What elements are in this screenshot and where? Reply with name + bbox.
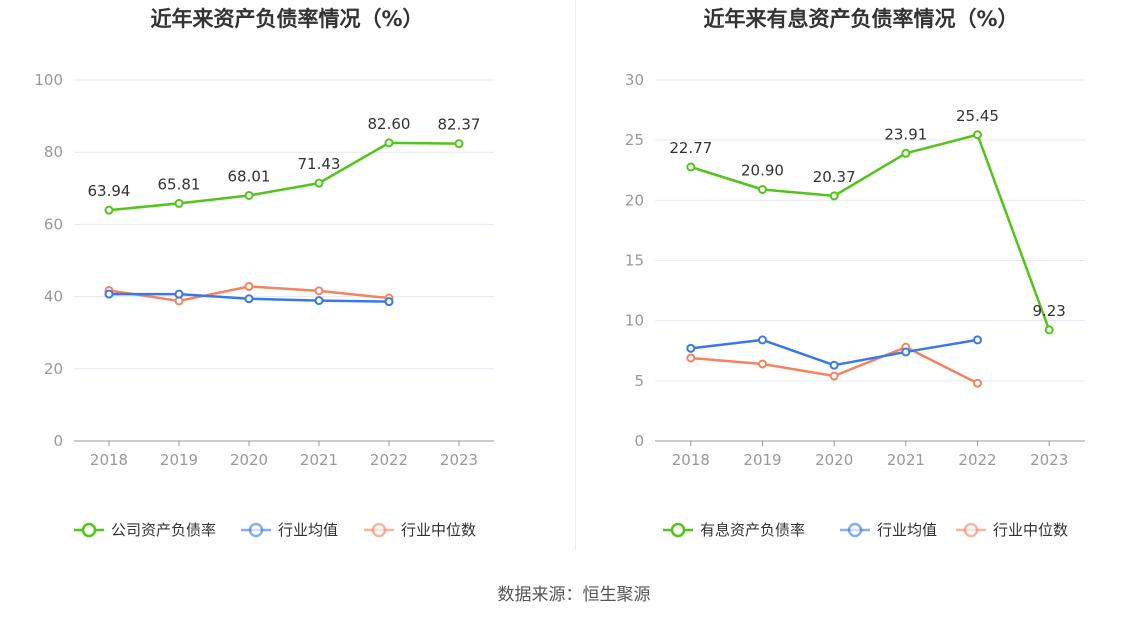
data-point: [244, 281, 254, 291]
data-label: 82.60: [368, 115, 411, 133]
y-tick-label: 80: [44, 143, 63, 161]
legend-label: 行业中位数: [993, 521, 1068, 539]
data-point: [314, 178, 324, 188]
y-tick-label: 100: [34, 71, 63, 89]
legend-marker: [81, 522, 97, 538]
legend-item: 行业中位数: [364, 521, 476, 539]
data-point: [973, 378, 982, 388]
data-point: [384, 297, 394, 307]
data-label: 71.43: [298, 155, 341, 173]
chart-debt-ratio: 0 20 40 60 80 100 2018 2019 2020 2021 2022 2023 63.9…: [34, 71, 494, 539]
data-point: [314, 286, 324, 296]
chart-panel-interest-debt-ratio: 近年来有息资产负债率情况（%） 0 5 10 15 20 25 30 2018 2019 2020…: [574, 0, 1148, 560]
chart-title: 近年来资产负债率情况（%）: [150, 7, 424, 31]
legend-item: 公司资产负债率: [74, 521, 216, 539]
series-line: [108, 141, 460, 212]
data-point: [973, 130, 982, 140]
legend-item: 行业中位数: [956, 521, 1068, 539]
legend-label: 行业均值: [877, 521, 937, 539]
y-tick-label: 20: [44, 360, 63, 378]
data-point: [829, 371, 839, 381]
data-point: [758, 335, 767, 345]
legend-label: 行业均值: [278, 521, 338, 539]
y-tick-label: 25: [625, 131, 644, 149]
data-point: [244, 190, 254, 200]
data-label: 9.23: [1032, 302, 1065, 320]
data-point: [174, 289, 184, 299]
legend-label: 有息资产负债率: [700, 521, 805, 539]
x-tick-label: 2023: [1030, 451, 1068, 469]
data-label: 20.37: [813, 168, 856, 186]
data-point: [104, 289, 114, 299]
chart-panel-debt-ratio: 近年来资产负债率情况（%） 0 20 40 60 80 100 2018 2019 2020 20…: [0, 0, 574, 560]
data-label: 23.91: [884, 125, 927, 143]
data-label: 82.37: [438, 116, 481, 134]
legend-marker: [371, 522, 387, 538]
data-point: [384, 138, 394, 148]
y-tick-label: 15: [625, 252, 644, 270]
legend-marker: [670, 522, 686, 538]
y-tick-label: 60: [44, 215, 63, 233]
legend-marker: [248, 522, 264, 538]
y-tick-label: 5: [634, 372, 644, 390]
data-point: [686, 353, 696, 363]
data-point: [1044, 325, 1054, 335]
data-point: [244, 294, 254, 304]
x-tick-label: 2019: [160, 451, 198, 469]
y-tick-label: 10: [625, 312, 644, 330]
x-tick-label: 2023: [440, 451, 478, 469]
x-tick-label: 2021: [887, 451, 925, 469]
data-point: [829, 191, 839, 201]
x-tick-label: 2018: [90, 451, 128, 469]
x-tick-label: 2019: [743, 451, 781, 469]
data-source: 数据来源：恒生聚源: [497, 585, 651, 605]
data-point: [104, 205, 114, 215]
legend-item: 行业均值: [241, 521, 338, 539]
x-tick-label: 2022: [370, 451, 408, 469]
data-point: [758, 185, 767, 195]
legend-label: 行业中位数: [401, 521, 476, 539]
x-tick-label: 2022: [958, 451, 996, 469]
data-point: [686, 343, 696, 353]
data-point: [174, 198, 184, 208]
series-line: [690, 133, 1051, 331]
chart-title: 近年来有息资产负债率情况（%）: [703, 7, 1019, 31]
y-tick-label: 0: [53, 432, 63, 450]
y-tick-label: 20: [625, 191, 644, 209]
data-point: [758, 359, 767, 369]
data-label: 22.77: [669, 139, 712, 157]
data-label: 20.90: [741, 162, 784, 180]
y-tick-label: 0: [634, 432, 644, 450]
y-tick-label: 40: [44, 288, 63, 306]
data-point: [454, 139, 464, 149]
legend-item: 有息资产负债率: [663, 521, 805, 539]
data-label: 65.81: [158, 175, 201, 193]
data-label: 25.45: [956, 107, 999, 125]
data-point: [686, 162, 696, 172]
data-point: [829, 360, 839, 370]
legend-marker: [847, 522, 863, 538]
y-tick-label: 30: [625, 71, 644, 89]
data-point: [973, 335, 982, 345]
legend-label: 公司资产负债率: [111, 521, 216, 539]
legend-item: 行业均值: [840, 521, 937, 539]
panel-divider: [575, 0, 576, 550]
legend-marker: [963, 522, 979, 538]
data-point: [901, 148, 911, 158]
x-tick-label: 2020: [230, 451, 268, 469]
data-label: 63.94: [88, 182, 131, 200]
x-tick-label: 2021: [300, 451, 338, 469]
data-label: 68.01: [228, 167, 271, 185]
data-point: [901, 347, 911, 357]
chart-interest-debt-ratio: 0 5 10 15 20 25 30 2018 2019 2020 2021 2022 2023 22.7…: [625, 71, 1085, 539]
x-tick-label: 2020: [815, 451, 853, 469]
data-point: [314, 296, 324, 306]
x-tick-label: 2018: [672, 451, 710, 469]
